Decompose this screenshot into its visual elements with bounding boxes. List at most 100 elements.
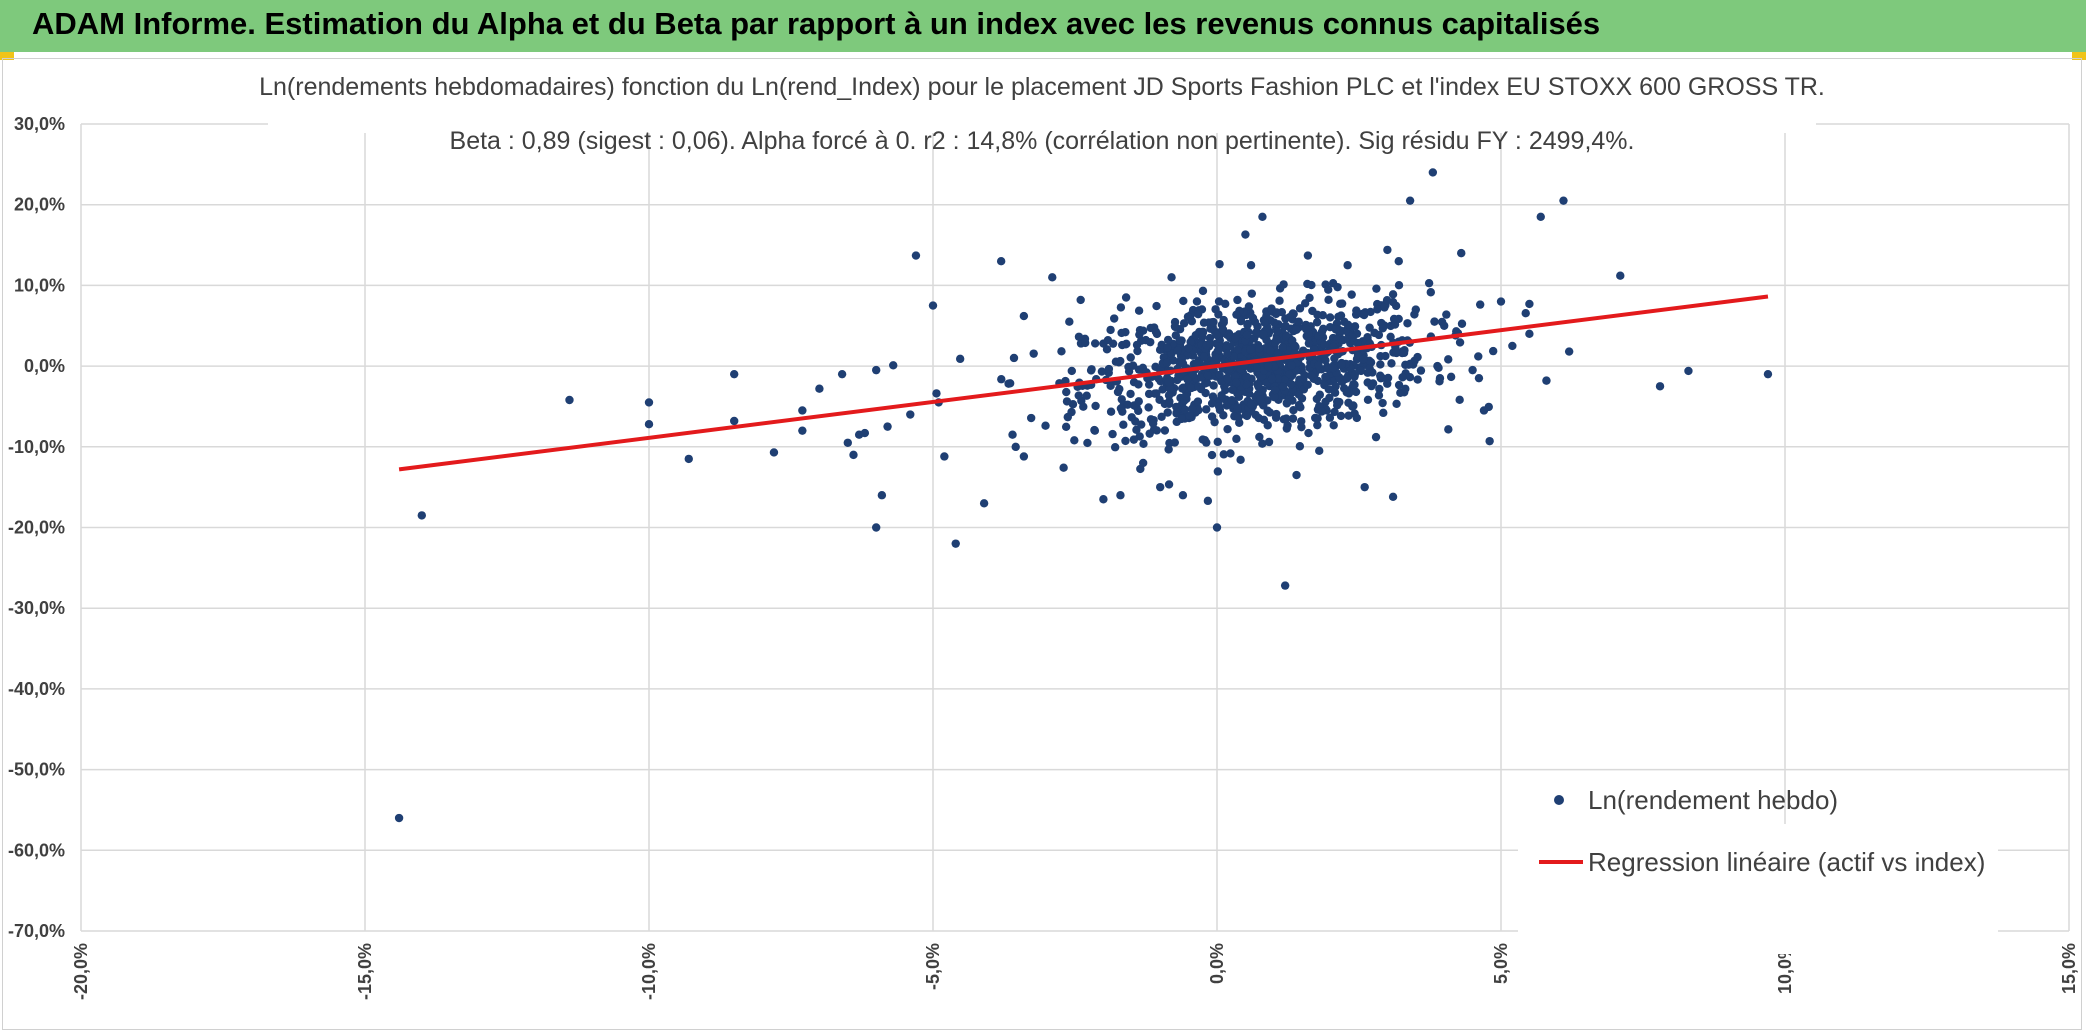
data-point — [1424, 278, 1434, 288]
data-point — [1151, 327, 1161, 336]
data-point — [1108, 339, 1118, 348]
data-point — [1350, 370, 1360, 379]
data-point — [1160, 426, 1170, 435]
data-point — [1383, 379, 1392, 388]
data-point — [1401, 384, 1410, 394]
data-point — [1444, 355, 1453, 364]
data-point — [1337, 299, 1347, 308]
data-point — [1290, 341, 1300, 351]
data-point — [1272, 335, 1281, 344]
chart-subtitle: Beta : 0,89 (sigest : 0,06). Alpha forcé… — [450, 127, 1635, 155]
data-point — [1139, 439, 1148, 449]
data-point — [1163, 343, 1172, 352]
data-point — [889, 361, 898, 370]
data-point — [1106, 325, 1115, 335]
data-point — [1132, 340, 1142, 350]
data-point — [1242, 330, 1252, 340]
data-point — [1455, 338, 1465, 347]
data-point — [1375, 384, 1384, 394]
data-point — [1106, 407, 1116, 416]
data-point — [1352, 413, 1362, 423]
data-point — [1148, 419, 1158, 428]
data-point — [1223, 424, 1232, 434]
data-point — [1116, 404, 1126, 413]
data-point — [1324, 385, 1334, 394]
data-point — [1349, 379, 1358, 389]
data-point — [1164, 391, 1174, 400]
data-point — [1306, 371, 1316, 380]
data-point — [1241, 230, 1250, 239]
data-point — [1067, 366, 1076, 376]
x-tick-label: -20,0% — [71, 943, 91, 1000]
data-point — [1325, 393, 1334, 403]
data-point — [1185, 411, 1194, 421]
data-point — [1076, 295, 1085, 305]
data-point — [1394, 256, 1403, 266]
data-point — [1294, 390, 1304, 399]
legend-marker-points — [1554, 795, 1564, 805]
data-point — [1474, 352, 1483, 361]
data-point — [1255, 344, 1264, 353]
data-point — [1262, 311, 1271, 321]
data-point — [1379, 408, 1388, 418]
data-point — [1164, 378, 1173, 387]
data-point — [940, 452, 949, 461]
data-point — [1061, 422, 1071, 431]
data-point — [1087, 365, 1096, 374]
data-point — [1213, 467, 1223, 476]
data-point — [1330, 407, 1339, 417]
data-point — [1170, 322, 1180, 331]
data-point — [1180, 405, 1190, 414]
data-point — [1134, 380, 1143, 389]
data-point — [1210, 417, 1219, 427]
data-point — [1116, 303, 1126, 312]
data-point — [644, 398, 654, 407]
data-point — [1468, 365, 1477, 375]
data-point — [1343, 320, 1353, 330]
data-point — [1388, 492, 1398, 502]
data-point — [1435, 377, 1444, 386]
data-point — [1270, 392, 1279, 402]
data-point — [1062, 387, 1071, 397]
data-point — [1313, 310, 1322, 320]
data-point — [1258, 439, 1267, 448]
data-point — [996, 256, 1006, 266]
data-point — [1129, 435, 1139, 444]
data-point — [1394, 380, 1404, 390]
data-point — [1394, 280, 1404, 290]
data-point — [1029, 349, 1038, 358]
data-point — [394, 813, 404, 823]
data-point — [1272, 308, 1281, 317]
data-point — [1426, 288, 1436, 297]
data-point — [1378, 398, 1387, 408]
data-point — [1307, 280, 1316, 290]
data-point — [1219, 450, 1228, 459]
data-point — [1383, 245, 1392, 255]
data-point — [1351, 387, 1361, 397]
data-point — [1163, 335, 1173, 345]
data-point — [1684, 366, 1693, 376]
data-point — [1158, 385, 1167, 394]
data-point — [877, 491, 887, 500]
data-point — [1179, 319, 1189, 328]
data-point — [1192, 297, 1202, 306]
data-point — [1373, 305, 1382, 314]
data-point — [1082, 391, 1091, 400]
data-point — [1198, 286, 1208, 296]
data-point — [1207, 399, 1217, 408]
data-point — [1381, 351, 1390, 361]
data-point — [1117, 395, 1126, 404]
data-point — [1116, 356, 1125, 366]
data-point — [1282, 398, 1292, 407]
data-point — [1258, 212, 1267, 222]
data-point — [1763, 369, 1773, 379]
data-point — [1321, 356, 1330, 365]
data-point — [1232, 434, 1241, 444]
data-point — [1219, 315, 1228, 325]
data-point — [1368, 379, 1378, 388]
legend-label-regression: Regression linéaire (actif vs index) — [1588, 847, 1985, 877]
data-point — [1214, 297, 1224, 306]
data-point — [1138, 458, 1148, 468]
legend-background — [1518, 824, 1998, 954]
header-banner: ADAM Informe. Estimation du Alpha et du … — [0, 0, 2086, 52]
